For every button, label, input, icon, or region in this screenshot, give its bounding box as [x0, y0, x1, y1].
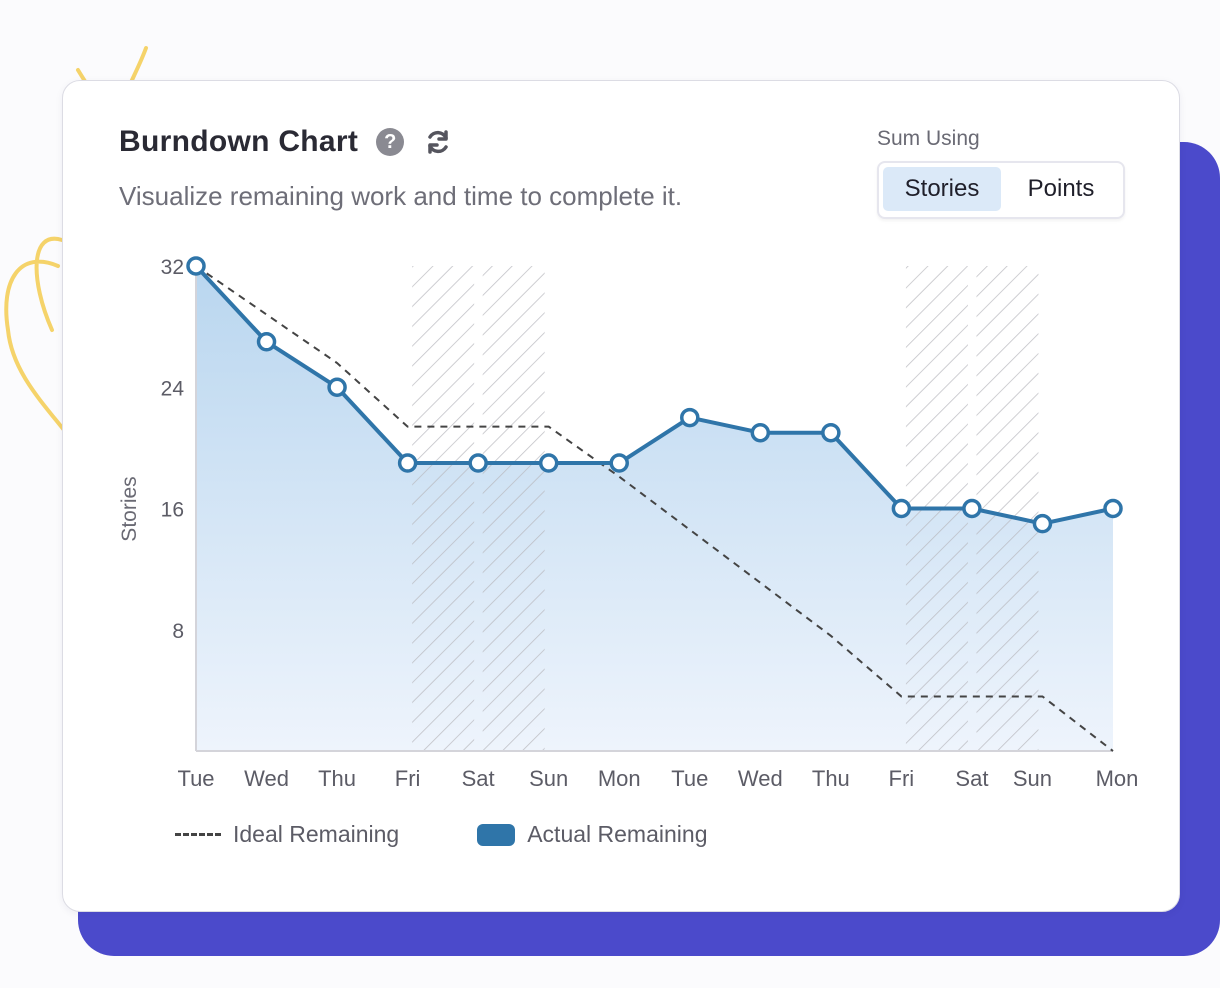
- weekend-band-sun: [976, 266, 1039, 751]
- chart-legend: Ideal Remaining Actual Remaining: [175, 821, 707, 848]
- stories-toggle-button[interactable]: Stories: [883, 167, 1001, 211]
- title-row: Burndown Chart ?: [119, 125, 452, 159]
- x-tick-label: Sat: [462, 766, 495, 791]
- actual-point: [468, 453, 488, 473]
- actual-point: [891, 498, 912, 519]
- y-axis-label: Stories: [118, 476, 141, 541]
- actual-point: [962, 498, 982, 519]
- actual-point: [186, 256, 206, 276]
- y-tick-label: 32: [161, 256, 184, 279]
- sum-using-toggle: Stories Points: [877, 161, 1125, 219]
- x-tick-label: Mon: [598, 766, 641, 791]
- legend-actual-label: Actual Remaining: [527, 821, 708, 847]
- x-tick-label: Wed: [244, 766, 289, 791]
- x-tick-label: Tue: [177, 766, 214, 791]
- points-toggle-button[interactable]: Points: [1027, 175, 1095, 202]
- refresh-icon[interactable]: [424, 128, 452, 156]
- x-tick-label: Sun: [1013, 766, 1052, 791]
- x-tick-label: Fri: [889, 766, 915, 791]
- actual-point: [1032, 513, 1053, 534]
- y-tick-label: 8: [172, 620, 184, 643]
- actual-remaining-line: [194, 264, 1114, 526]
- actual-point: [1103, 498, 1123, 519]
- weekend-band-sat: [412, 266, 475, 751]
- x-tick-label: Tue: [671, 766, 708, 791]
- burndown-card: Burndown Chart ? Visualize remaining wor…: [62, 80, 1180, 912]
- x-tick-label: Mon: [1096, 766, 1139, 791]
- actual-point: [680, 407, 700, 428]
- y-tick-label: 16: [161, 499, 184, 522]
- legend-ideal-swatch: [175, 833, 221, 836]
- legend-actual-swatch: [477, 823, 516, 846]
- y-tick-label: 24: [161, 377, 185, 400]
- chart-title: Burndown Chart: [119, 125, 359, 158]
- x-tick-label: Sun: [529, 766, 568, 791]
- legend-ideal: Ideal Remaining: [175, 821, 399, 848]
- actual-point: [750, 422, 771, 443]
- x-tick-label: Fri: [395, 766, 421, 791]
- question-circle-icon[interactable]: ?: [376, 128, 405, 156]
- actual-point: [538, 453, 559, 473]
- legend-actual: Actual Remaining: [399, 821, 707, 848]
- weekend-band-sun: [482, 266, 545, 751]
- actual-point: [609, 453, 629, 473]
- x-tick-label: Sat: [955, 766, 988, 791]
- x-tick-label: Thu: [318, 766, 356, 791]
- actual-point: [397, 453, 418, 473]
- legend-ideal-label: Ideal Remaining: [233, 821, 400, 847]
- burndown-chart: 8 16 24 32 Stories Tue Wed Thu Fri Sat Sun Mon Tue We…: [118, 256, 1139, 791]
- chart-subtitle: Visualize remaining work and time to com…: [119, 181, 683, 211]
- actual-point: [256, 332, 277, 352]
- x-tick-label: Wed: [738, 766, 783, 791]
- x-tick-label: Thu: [812, 766, 850, 791]
- actual-point: [821, 422, 841, 443]
- actual-point: [327, 377, 347, 397]
- sum-using-label: Sum Using: [877, 127, 980, 150]
- ideal-remaining-line: [195, 265, 1114, 752]
